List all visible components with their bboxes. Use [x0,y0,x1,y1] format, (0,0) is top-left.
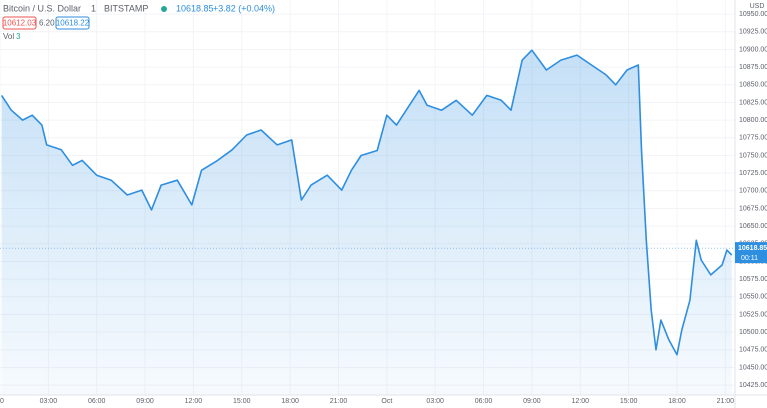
volume-value: 3 [16,32,21,41]
symbol-title: Bitcoin / U.S. Dollar [3,3,81,13]
x-tick-label: 09:00 [523,398,541,405]
last-price-label: 10618.85 [738,245,767,252]
x-tick-label: 12:00 [185,398,203,405]
x-tick-label: 15:00 [233,398,251,405]
x-tick-label: 21:00 [330,398,348,405]
y-tick-label: 10550.00 [739,294,767,301]
x-tick-label: 03:00 [40,398,58,405]
interval: 1 [91,3,96,13]
last-price-tag [735,242,767,264]
spread: 6.20 [39,19,55,28]
x-tick-label: 30 [0,398,4,405]
exchange: BITSTAMP [104,3,148,13]
y-tick-label: 10650.00 [739,223,767,230]
countdown: 00:11 [741,255,758,262]
y-tick-label: 10700.00 [739,188,767,195]
bid-box [2,16,37,30]
y-tick-label: 10675.00 [739,205,767,212]
x-tick-label: Oct [381,398,392,405]
volume-label: Vol [3,32,14,41]
y-tick-label: 10875.00 [739,64,767,71]
x-tick-label: 06:00 [88,398,106,405]
x-tick-label: 15:00 [620,398,638,405]
x-tick-label: 18:00 [281,398,299,405]
currency: USD [750,3,765,10]
x-tick-label: 12:00 [571,398,589,405]
y-tick-label: 10575.00 [739,276,767,283]
y-tick-label: 10475.00 [739,347,767,354]
y-tick-label: 10450.00 [739,364,767,371]
y-tick-label: 10850.00 [739,82,767,89]
y-tick-label: 10825.00 [739,99,767,106]
ask: 10618.22 [56,19,90,28]
ask-box [55,16,90,30]
y-tick-label: 10500.00 [739,329,767,336]
y-tick-label: 10725.00 [739,170,767,177]
x-tick-label: 06:00 [475,398,493,405]
y-tick-label: 10425.00 [739,382,767,389]
price-change: +3.82 (+0.04%) [213,3,275,13]
x-tick-label: 09:00 [136,398,154,405]
price-area [1,50,732,395]
y-tick-label: 10525.00 [739,311,767,318]
y-tick-label: 10750.00 [739,152,767,159]
y-tick-label: 10800.00 [739,117,767,124]
bid: 10612.03 [3,19,37,28]
last-price: 10618.85 [176,3,214,13]
x-tick-label: 18:00 [668,398,686,405]
y-tick-label: 10900.00 [739,46,767,53]
y-tick-label: 10925.00 [739,29,767,36]
y-tick-label: 10775.00 [739,135,767,142]
y-tick-label: 10950.00 [739,11,767,18]
market-status [161,6,167,12]
x-tick-label: 03:00 [426,398,444,405]
price-line [0,49,733,356]
x-tick-label: 21:00 [717,398,735,405]
